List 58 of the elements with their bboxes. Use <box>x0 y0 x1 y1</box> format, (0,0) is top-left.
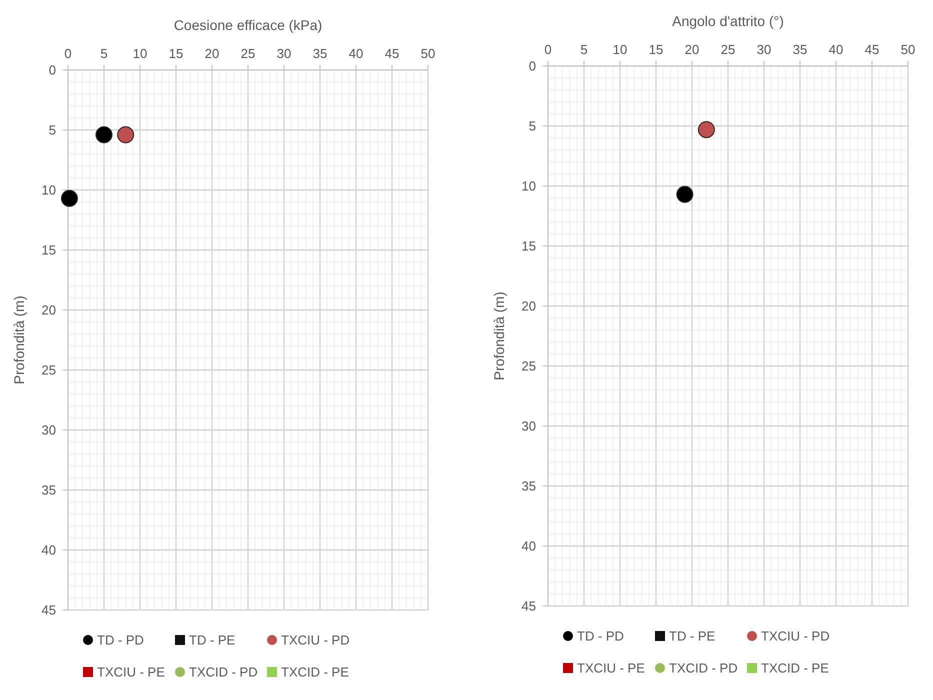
y-tick-label: 40 <box>42 542 56 558</box>
y-tick-label: 25 <box>42 362 56 378</box>
y-tick-label: 0 <box>48 62 56 78</box>
legend-label: TXCID - PE <box>281 664 350 680</box>
x-tick-label: 30 <box>756 42 772 57</box>
x-tick-label: 45 <box>864 42 880 57</box>
legend-label: TXCIU - PE <box>577 660 646 676</box>
y-tick-label: 25 <box>522 358 536 374</box>
y-axis-title: Profondità (m) <box>11 296 27 384</box>
legend-label: TXCIU - PE <box>97 664 166 680</box>
x-tick-label: 25 <box>240 46 256 61</box>
x-tick-label: 0 <box>64 46 72 61</box>
legend-label: TD - PE <box>189 632 236 648</box>
x-tick-label: 0 <box>544 42 552 57</box>
x-tick-label: 10 <box>132 46 148 61</box>
x-tick-label: 20 <box>204 46 220 61</box>
x-tick-label: 10 <box>612 42 628 57</box>
x-tick-label: 40 <box>348 46 364 61</box>
y-tick-label: 10 <box>522 178 536 194</box>
x-axis-title: Coesione efficace (kPa) <box>174 17 322 33</box>
y-tick-label: 5 <box>48 122 56 138</box>
x-tick-label: 40 <box>828 42 844 57</box>
y-tick-label: 35 <box>42 482 56 498</box>
y-tick-label: 0 <box>528 58 536 74</box>
legend-label: TD - PD <box>577 628 624 644</box>
y-tick-label: 15 <box>522 238 536 254</box>
legend-label: TD - PE <box>669 628 716 644</box>
legend-label: TXCID - PD <box>189 664 258 680</box>
x-tick-label: 15 <box>648 42 664 57</box>
x-tick-label: 35 <box>792 42 808 57</box>
y-tick-label: 15 <box>42 242 56 258</box>
y-tick-label: 30 <box>522 418 536 434</box>
legend-label: TXCIU - PD <box>761 628 830 644</box>
x-tick-label: 5 <box>580 42 588 57</box>
y-tick-label: 5 <box>528 118 536 134</box>
x-axis-title: Angolo d'attrito (°) <box>672 13 784 29</box>
x-tick-label: 5 <box>100 46 108 61</box>
x-tick-label: 15 <box>168 46 184 61</box>
y-tick-label: 20 <box>522 298 536 314</box>
y-tick-label: 10 <box>42 182 56 198</box>
y-tick-label: 20 <box>42 302 56 318</box>
y-tick-label: 40 <box>522 538 536 554</box>
y-tick-label: 45 <box>522 598 536 614</box>
x-tick-label: 20 <box>684 42 700 57</box>
y-axis-title: Profondità (m) <box>491 292 507 380</box>
legend-label: TXCID - PD <box>669 660 738 676</box>
legend-label: TXCIU - PD <box>281 632 350 648</box>
y-tick-label: 30 <box>42 422 56 438</box>
x-tick-label: 50 <box>900 42 916 57</box>
x-tick-label: 30 <box>276 46 292 61</box>
x-tick-label: 50 <box>420 46 436 61</box>
y-tick-label: 35 <box>522 478 536 494</box>
x-tick-label: 45 <box>384 46 400 61</box>
y-tick-label: 45 <box>42 602 56 618</box>
legend-label: TXCID - PE <box>761 660 830 676</box>
x-tick-label: 25 <box>720 42 736 57</box>
x-tick-label: 35 <box>312 46 328 61</box>
legend-label: TD - PD <box>97 632 144 648</box>
